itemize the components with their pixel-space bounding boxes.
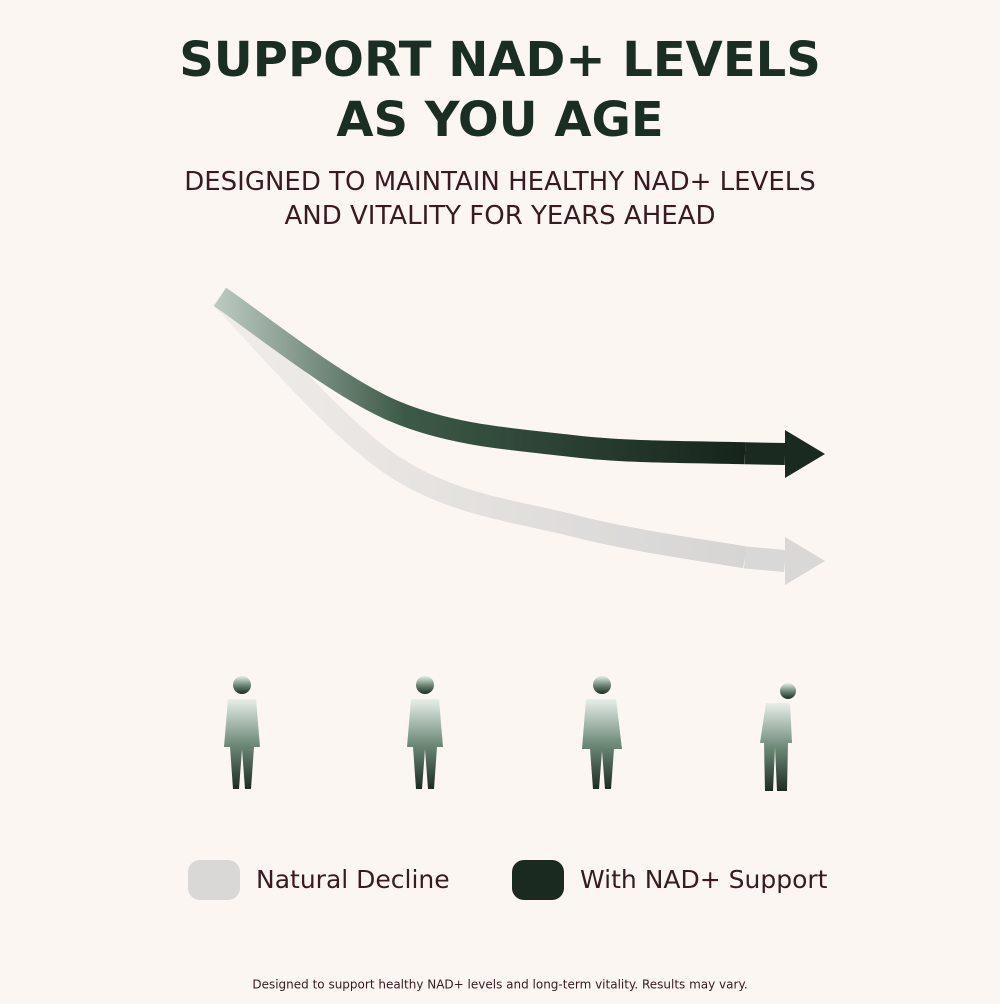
- series-arrowhead: [785, 430, 825, 479]
- person-icon: [582, 676, 622, 789]
- chart-subtitle: DESIGNED TO MAINTAIN HEALTHY NAD+ LEVELS…: [184, 167, 816, 231]
- legend-label: Natural Decline: [256, 865, 450, 894]
- person-icon: [760, 683, 796, 791]
- series-line: [212, 289, 747, 569]
- series-line: [213, 287, 746, 465]
- plot: [212, 287, 825, 586]
- titles: SUPPORT NAD+ LEVELS AS YOU AGE DESIGNED …: [179, 32, 821, 231]
- series-extension: [744, 546, 786, 573]
- legend: Natural Decline With NAD+ Support: [188, 860, 828, 900]
- legend-label: With NAD+ Support: [580, 865, 828, 894]
- person-icon: [407, 676, 443, 789]
- title-box: SUPPORT NAD+ LEVELS AS YOU AGE: [179, 32, 821, 148]
- chart-title: SUPPORT NAD+ LEVELS AS YOU AGE: [179, 32, 821, 148]
- person-icon: [224, 676, 260, 789]
- series-extension: [744, 442, 786, 466]
- series-arrowhead: [785, 537, 825, 586]
- legend-swatch: [188, 860, 240, 900]
- subtitle-box: DESIGNED TO MAINTAIN HEALTHY NAD+ LEVELS…: [184, 167, 816, 231]
- footnote: Designed to support healthy NAD+ levels …: [252, 978, 747, 992]
- legend-swatch: [512, 860, 564, 900]
- figures: [224, 676, 796, 791]
